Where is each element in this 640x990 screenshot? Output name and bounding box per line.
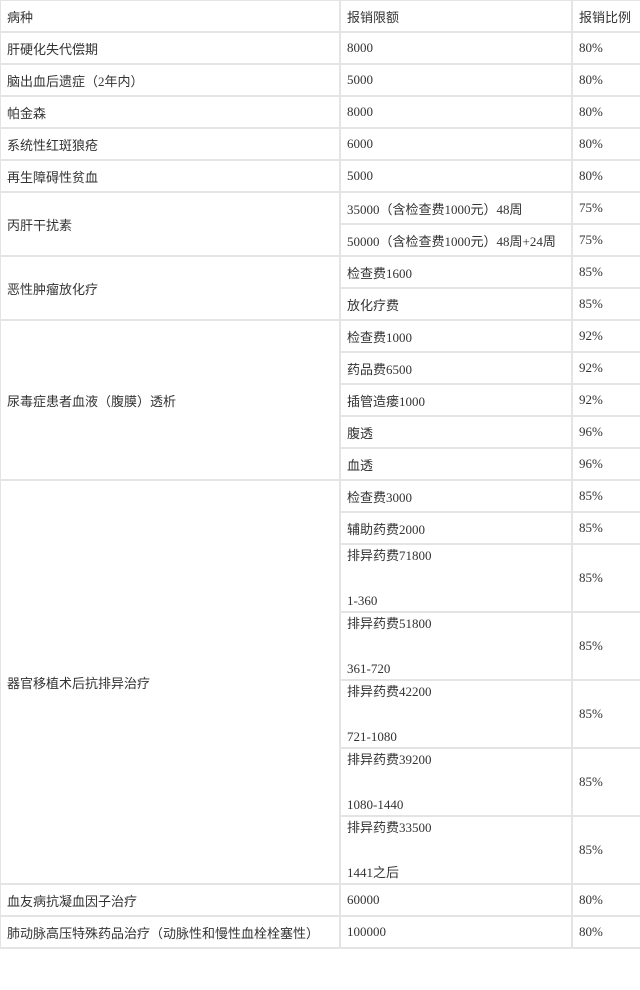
disease-cell: 丙肝干扰素 xyxy=(0,191,341,257)
table-row: 系统性红斑狼疮 6000 80% xyxy=(0,127,640,161)
table-row: 血透 96% xyxy=(0,447,640,481)
limit-cell: 检查费1600 xyxy=(339,255,573,289)
ratio-cell: 92% xyxy=(571,319,640,353)
limit-cell: 检查费3000 xyxy=(339,479,573,513)
table-row: 放化疗费 85% xyxy=(0,287,640,321)
limit-cell: 排异药费51800 361-720 xyxy=(339,611,573,681)
header-limit: 报销限额 xyxy=(339,0,573,33)
reimbursement-table: 病种 报销限额 报销比例 肝硬化失代偿期 8000 80% 脑出血后遗症（2年内） 50… xyxy=(0,0,640,949)
ratio-cell: 85% xyxy=(571,815,640,885)
limit-cell: 5000 xyxy=(339,159,573,193)
ratio-cell: 85% xyxy=(571,679,640,749)
limit-amount: 排异药费71800 xyxy=(347,547,432,563)
table-row: 排异药费71800 1-360 85% xyxy=(0,543,640,613)
limit-cell: 6000 xyxy=(339,127,573,161)
disease-cell: 器官移植术后抗排异治疗 xyxy=(0,479,341,885)
ratio-cell: 92% xyxy=(571,351,640,385)
ratio-cell: 96% xyxy=(571,447,640,481)
disease-cell: 系统性红斑狼疮 xyxy=(0,127,341,161)
limit-cell: 排异药费33500 1441之后 xyxy=(339,815,573,885)
table-row: 帕金森 8000 80% xyxy=(0,95,640,129)
limit-amount: 排异药费51800 xyxy=(347,615,432,631)
table-row: 器官移植术后抗排异治疗 检查费3000 85% xyxy=(0,479,640,885)
limit-cell: 60000 xyxy=(339,883,573,917)
limit-cell: 腹透 xyxy=(339,415,573,449)
limit-amount: 排异药费42200 xyxy=(347,683,432,699)
ratio-cell: 85% xyxy=(571,287,640,321)
limit-cell: 插管造瘘1000 xyxy=(339,383,573,417)
limit-cell: 8000 xyxy=(339,31,573,65)
header-disease: 病种 xyxy=(0,0,341,33)
ratio-cell: 85% xyxy=(571,747,640,817)
table-row: 恶性肿瘤放化疗 检查费1600 85% xyxy=(0,255,640,321)
limit-cell: 35000（含检查费1000元）48周 xyxy=(339,191,573,225)
table-row: 丙肝干扰素 35000（含检查费1000元）48周 75% xyxy=(0,191,640,257)
table-row: 排异药费33500 1441之后 85% xyxy=(0,815,640,885)
table-row: 排异药费39200 1080-1440 85% xyxy=(0,747,640,817)
limit-amount: 排异药费33500 xyxy=(347,819,432,835)
disease-cell: 肺动脉高压特殊药品治疗（动脉性和慢性血栓栓塞性） xyxy=(0,915,341,949)
limit-cell: 检查费1000 xyxy=(339,319,573,353)
disease-cell: 脑出血后遗症（2年内） xyxy=(0,63,341,97)
header-row: 病种 报销限额 报销比例 xyxy=(0,0,640,33)
ratio-cell: 80% xyxy=(571,127,640,161)
ratio-cell: 80% xyxy=(571,63,640,97)
table-row: 辅助药费2000 85% xyxy=(0,511,640,545)
disease-cell: 血友病抗凝血因子治疗 xyxy=(0,883,341,917)
table-row: 排异药费51800 361-720 85% xyxy=(0,611,640,681)
limit-cell: 5000 xyxy=(339,63,573,97)
limit-cell: 排异药费71800 1-360 xyxy=(339,543,573,613)
disease-cell: 帕金森 xyxy=(0,95,341,129)
header-ratio: 报销比例 xyxy=(571,0,640,33)
ratio-cell: 92% xyxy=(571,383,640,417)
disease-cell: 恶性肿瘤放化疗 xyxy=(0,255,341,321)
disease-cell: 尿毒症患者血液（腹膜）透析 xyxy=(0,319,341,481)
table-row: 药品费6500 92% xyxy=(0,351,640,385)
limit-cell: 100000 xyxy=(339,915,573,949)
table-body: 肝硬化失代偿期 8000 80% 脑出血后遗症（2年内） 5000 80% 帕金森 8000 8… xyxy=(0,31,640,949)
ratio-cell: 85% xyxy=(571,255,640,289)
table-row: 血友病抗凝血因子治疗 60000 80% xyxy=(0,883,640,917)
ratio-cell: 85% xyxy=(571,543,640,613)
limit-period: 1441之后 xyxy=(347,864,400,880)
ratio-cell: 80% xyxy=(571,915,640,949)
ratio-cell: 80% xyxy=(571,95,640,129)
limit-cell: 50000（含检查费1000元）48周+24周 xyxy=(339,223,573,257)
ratio-cell: 80% xyxy=(571,31,640,65)
table-row: 再生障碍性贫血 5000 80% xyxy=(0,159,640,193)
table-row: 脑出血后遗症（2年内） 5000 80% xyxy=(0,63,640,97)
ratio-cell: 75% xyxy=(571,223,640,257)
table-row: 插管造瘘1000 92% xyxy=(0,383,640,417)
ratio-cell: 75% xyxy=(571,191,640,225)
limit-amount: 排异药费39200 xyxy=(347,751,432,767)
table-row: 肺动脉高压特殊药品治疗（动脉性和慢性血栓栓塞性） 100000 80% xyxy=(0,915,640,949)
limit-period: 1-360 xyxy=(347,592,378,608)
ratio-cell: 85% xyxy=(571,611,640,681)
limit-cell: 血透 xyxy=(339,447,573,481)
ratio-cell: 85% xyxy=(571,511,640,545)
table-row: 50000（含检查费1000元）48周+24周 75% xyxy=(0,223,640,257)
limit-cell: 辅助药费2000 xyxy=(339,511,573,545)
ratio-cell: 80% xyxy=(571,883,640,917)
limit-period: 721-1080 xyxy=(347,728,397,744)
limit-cell: 8000 xyxy=(339,95,573,129)
limit-cell: 排异药费42200 721-1080 xyxy=(339,679,573,749)
table-row: 肝硬化失代偿期 8000 80% xyxy=(0,31,640,65)
ratio-cell: 80% xyxy=(571,159,640,193)
ratio-cell: 96% xyxy=(571,415,640,449)
table-row: 腹透 96% xyxy=(0,415,640,449)
limit-cell: 排异药费39200 1080-1440 xyxy=(339,747,573,817)
limit-cell: 药品费6500 xyxy=(339,351,573,385)
limit-period: 361-720 xyxy=(347,660,391,676)
disease-cell: 肝硬化失代偿期 xyxy=(0,31,341,65)
limit-period: 1080-1440 xyxy=(347,796,404,812)
disease-cell: 再生障碍性贫血 xyxy=(0,159,341,193)
ratio-cell: 85% xyxy=(571,479,640,513)
limit-cell: 放化疗费 xyxy=(339,287,573,321)
table-row: 尿毒症患者血液（腹膜）透析 检查费1000 92% xyxy=(0,319,640,481)
